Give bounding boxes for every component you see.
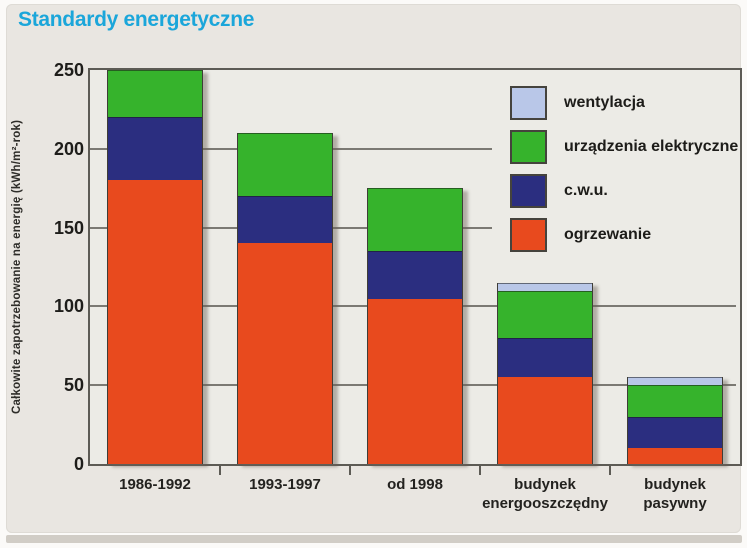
bar-segment-wentylacja: [498, 282, 592, 291]
legend: wentylacja urządzenia elektryczne c.w.u. og…: [510, 86, 739, 262]
bar-2: [237, 133, 333, 464]
legend-label: ogrzewanie: [564, 226, 652, 243]
bar-segment-ogrzewanie: [498, 377, 592, 464]
bar-segment-urządzenia elektryczne: [368, 188, 462, 252]
bar-segment-urządzenia elektryczne: [238, 133, 332, 197]
bar-segment-c.w.u.: [108, 117, 202, 181]
bar-segment-c.w.u.: [238, 196, 332, 244]
bar-1: [107, 70, 203, 464]
bar-4: [497, 282, 593, 464]
bar-5: [627, 377, 723, 464]
y-tick-label: 0: [73, 454, 84, 474]
bar-segment-c.w.u.: [628, 416, 722, 449]
bar-segment-urządzenia elektryczne: [108, 70, 202, 118]
legend-swatch: [510, 218, 547, 252]
x-axis-tick: [609, 466, 611, 475]
legend-item: ogrzewanie: [510, 218, 736, 252]
x-axis-label: od 1998: [387, 476, 443, 493]
legend-label: c.w.u.: [564, 182, 608, 199]
legend-swatch: [510, 174, 547, 208]
x-axis-tick: [349, 466, 351, 475]
legend-item: wentylacja: [510, 86, 736, 120]
y-tick-label: 150: [53, 217, 84, 238]
bar-segment-wentylacja: [628, 377, 722, 386]
y-tick-label: 100: [53, 296, 84, 317]
legend-item: urządzenia elektryczne: [510, 130, 739, 164]
x-axis-tick: [219, 466, 221, 475]
x-axis-label: budynek pasywny: [643, 476, 707, 512]
legend-label: wentylacja: [564, 94, 645, 111]
x-axis-label: 1993-1997: [249, 476, 321, 493]
x-axis-tick: [479, 466, 481, 475]
legend-swatch: [510, 130, 547, 164]
bar-segment-ogrzewanie: [628, 448, 722, 464]
bar-segment-urządzenia elektryczne: [498, 290, 592, 338]
y-tick-label: 50: [63, 375, 84, 396]
card-bottom-edge: [6, 535, 742, 543]
chart-card: Standardy energetyczne Całkowite zapotrz…: [6, 4, 742, 533]
y-tick-label: 200: [53, 138, 84, 159]
bar-segment-urządzenia elektryczne: [628, 385, 722, 417]
legend-item: c.w.u.: [510, 174, 736, 208]
y-axis-label: Całkowite zapotrzebowanie na energię (kW…: [11, 119, 23, 415]
bar-segment-c.w.u.: [368, 251, 462, 299]
y-tick-label: 250: [53, 60, 84, 80]
x-axis-label: 1986-1992: [119, 476, 191, 493]
legend-label: urządzenia elektryczne: [564, 138, 739, 155]
legend-swatch: [510, 86, 547, 120]
bar-segment-c.w.u.: [498, 337, 592, 378]
bar-segment-ogrzewanie: [368, 298, 462, 464]
bar-segment-ogrzewanie: [238, 243, 332, 464]
plot-area: wentylacja urządzenia elektryczne c.w.u. og…: [88, 68, 742, 466]
x-axis-label: budynek energooszczędny: [482, 476, 608, 512]
bar-segment-ogrzewanie: [108, 180, 202, 464]
bar-3: [367, 188, 463, 464]
chart-title: Standardy energetyczne: [18, 8, 255, 31]
